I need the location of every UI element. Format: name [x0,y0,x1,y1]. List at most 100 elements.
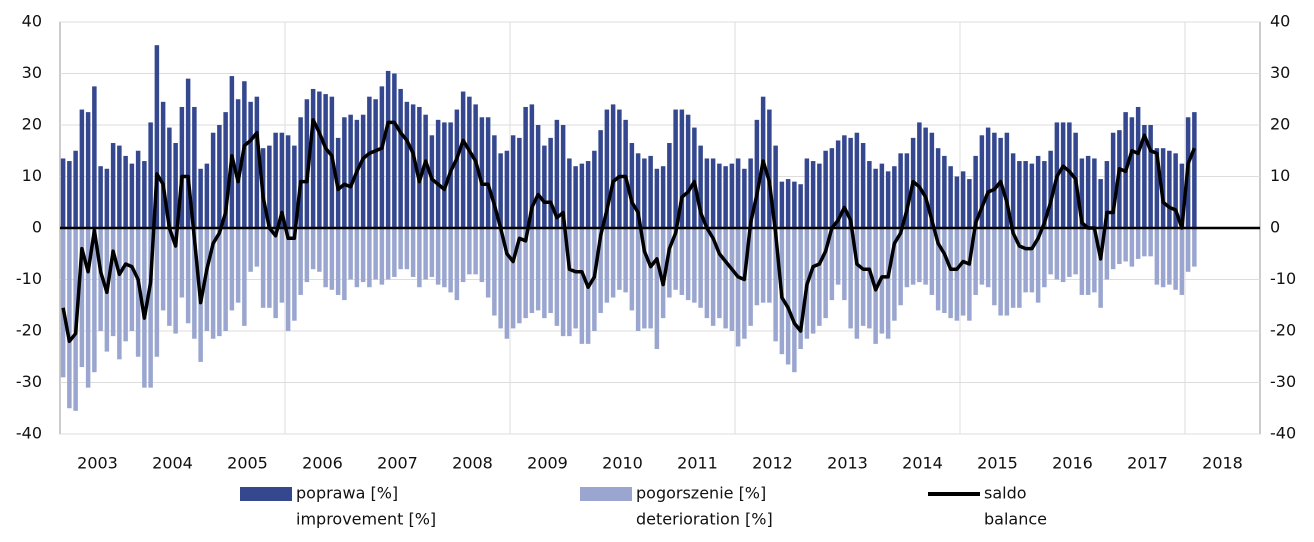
bar [667,143,672,228]
bar [279,228,285,303]
y-tick-label: -20 [16,321,42,340]
bar [560,125,566,228]
bar [135,150,141,228]
bar [698,145,703,228]
bar [435,119,441,228]
bar [1129,117,1135,228]
bar [935,228,941,311]
bar [492,228,497,316]
bar [92,86,97,228]
bar [429,135,435,228]
bar [635,153,641,228]
bar [929,132,935,228]
bar [335,228,341,295]
bar [510,135,516,228]
bar [1042,161,1047,228]
y2-tick-label: 30 [1270,63,1290,82]
bar [942,228,947,313]
y2-tick-label: -10 [1270,269,1296,288]
bar [373,99,378,228]
bar [904,153,910,228]
bar [110,143,116,228]
bar [348,228,353,280]
bar [79,109,85,228]
bar [823,150,828,228]
bar [842,135,847,228]
bar [798,184,803,228]
bar [873,168,878,228]
bar [517,228,522,324]
x-tick-label: 2003 [77,454,118,473]
bar [410,228,416,277]
bar [523,106,528,228]
bar [935,148,941,228]
bar [979,228,985,285]
bar [648,155,653,228]
bar [723,166,728,228]
bar [498,153,503,228]
bar [892,166,897,228]
bar [973,228,978,295]
bar [554,228,560,326]
bar [479,228,485,283]
x-tick-label: 2009 [527,454,568,473]
bar [479,117,485,228]
bar [142,161,147,228]
bar [279,132,285,228]
y-tick-label: 30 [22,63,42,82]
bar [160,101,166,228]
legend-label: balance [984,510,1047,529]
bar [685,114,691,228]
x-tick-label: 2005 [227,454,268,473]
bar [754,228,760,306]
bar [904,228,910,288]
x-tick-label: 2004 [152,454,193,473]
bar [498,228,503,329]
bar [823,228,828,319]
bar [1060,122,1066,228]
bar [692,127,697,228]
bar [1160,228,1166,288]
bar [948,228,953,319]
bar [804,158,810,228]
bar [604,109,610,228]
bar [217,125,222,228]
bar [492,135,497,228]
bar [304,228,310,283]
bar [648,228,653,329]
bar [473,228,478,275]
bar [529,228,535,313]
bar [535,125,541,228]
bar [148,228,153,388]
bar [529,104,535,228]
bar [698,228,703,308]
bar [573,228,578,329]
bar [767,228,772,303]
bar [829,228,835,301]
bar [267,228,272,308]
bar [85,228,91,388]
x-tick-label: 2011 [677,454,718,473]
bar [1042,228,1047,288]
y2-tick-label: 10 [1270,166,1290,185]
bar [135,228,141,357]
bar [154,228,160,357]
bar [1154,228,1160,285]
bar [367,228,372,288]
bar [429,228,435,277]
y-tick-label: -30 [16,372,42,391]
bar [1098,179,1103,228]
bar [560,228,566,337]
bar [548,228,553,313]
bar [229,76,235,228]
bar [835,228,841,285]
bar [60,228,66,378]
bar [310,88,316,228]
bar [598,228,603,313]
bar [992,132,997,228]
bar [298,228,303,295]
bar [254,96,260,228]
bar [1179,163,1185,228]
bar [567,228,572,337]
